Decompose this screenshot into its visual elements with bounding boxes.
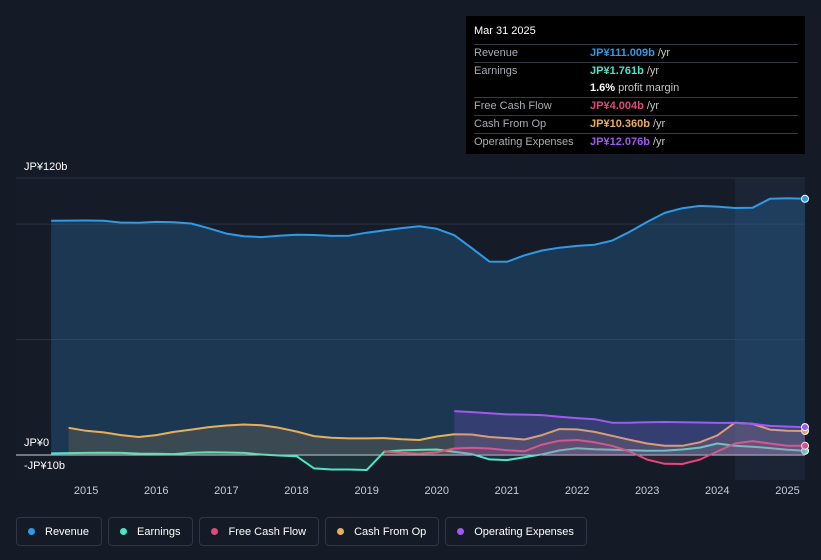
- operating-expenses-area: [454, 411, 805, 455]
- y-tick-label-top: JP¥120b: [24, 161, 68, 173]
- tooltip-row: Operating Expenses JP¥12.076b/yr: [474, 133, 798, 151]
- tooltip-row-unit: /yr: [652, 118, 666, 130]
- tooltip-row-unit: /yr: [646, 100, 660, 112]
- free-cash-flow-line: [384, 439, 805, 465]
- operating-expenses-line: [454, 410, 806, 429]
- legend-dot-icon: [211, 528, 219, 535]
- y-tick-label-bottom: -JP¥10b: [24, 460, 65, 472]
- x-tick-label: 2022: [564, 485, 590, 497]
- x-tick-label: 2025: [775, 485, 800, 497]
- tooltip-row-label: Operating Expenses: [474, 136, 574, 148]
- tooltip-row-value: JP¥4.004b: [590, 100, 644, 112]
- legend-item-revenue[interactable]: Revenue: [16, 517, 103, 546]
- cash-from-op-line: [68, 421, 806, 447]
- tooltip-rows: Revenue JP¥111.009b/yr Earnings JP¥1.761b/y…: [474, 44, 798, 151]
- data-tooltip: Mar 31 2025 Revenue JP¥111.009b/yr Earning…: [466, 16, 805, 154]
- revenue-line: [51, 197, 806, 263]
- tooltip-row: Revenue JP¥111.009b/yr: [474, 44, 798, 62]
- tooltip-row-unit: profit margin: [618, 82, 680, 94]
- earnings-line: [51, 442, 806, 471]
- x-tick-label: 2020: [424, 485, 450, 497]
- legend-item-free-cash-flow[interactable]: Free Cash Flow: [199, 517, 320, 546]
- y-tick-label-zero: JP¥0: [24, 437, 50, 449]
- x-tick-label: 2023: [634, 485, 660, 497]
- tooltip-row: Earnings JP¥1.761b/yr: [474, 62, 798, 80]
- cash-from-op-area: [68, 422, 806, 455]
- tooltip-row-label: [474, 80, 590, 97]
- revenue-area: [51, 198, 806, 456]
- tooltip-row: Cash From Op JP¥10.360b/yr: [474, 115, 798, 133]
- legend-item-operating-expenses[interactable]: Operating Expenses: [445, 517, 587, 546]
- free-cash-flow-end-point: [801, 441, 809, 450]
- x-tick-label: 2017: [214, 485, 239, 497]
- legend-dot-icon: [120, 528, 128, 535]
- plot-background: [16, 178, 805, 480]
- tooltip-row-value: JP¥10.360b: [590, 118, 650, 130]
- legend-item-cash-from-op[interactable]: Cash From Op: [325, 517, 440, 546]
- tooltip-row-value: JP¥12.076b: [590, 136, 650, 148]
- tooltip-row: 1.6% profit margin: [474, 80, 798, 97]
- tooltip-row-value: 1.6%: [590, 82, 616, 94]
- x-tick-label: 2016: [144, 485, 169, 497]
- operating-expenses-end-point: [801, 423, 809, 432]
- tooltip-row-unit: /yr: [652, 136, 666, 148]
- legend-dot-icon: [337, 528, 345, 535]
- tooltip-row-label: Cash From Op: [474, 118, 547, 130]
- legend-label: Operating Expenses: [474, 525, 574, 538]
- legend-dot-icon: [457, 528, 465, 535]
- tooltip-row-label: Revenue: [474, 47, 519, 59]
- tooltip-row-label: Free Cash Flow: [474, 100, 552, 112]
- legend-item-earnings[interactable]: Earnings: [108, 517, 194, 546]
- legend-label: Cash From Op: [354, 525, 427, 538]
- x-tick-label: 2024: [705, 485, 730, 497]
- x-tick-label: 2018: [284, 485, 309, 497]
- legend-label: Earnings: [137, 525, 181, 538]
- tooltip-row-value: JP¥111.009b: [590, 47, 655, 59]
- tooltip-row-unit: /yr: [646, 65, 660, 77]
- tooltip-row-value: JP¥1.761b: [590, 65, 644, 77]
- x-tick-label: 2015: [73, 485, 99, 497]
- chart-legend: Revenue Earnings Free Cash Flow Cash From O…: [16, 517, 587, 546]
- x-tick-label: 2021: [494, 485, 520, 497]
- x-tick-label: 2019: [354, 485, 379, 497]
- legend-label: Free Cash Flow: [228, 525, 307, 538]
- revenue-end-point: [801, 194, 809, 203]
- tooltip-row: Free Cash Flow JP¥4.004b/yr: [474, 97, 798, 115]
- tooltip-row-unit: /yr: [657, 47, 671, 59]
- legend-label: Revenue: [45, 525, 90, 538]
- tooltip-date: Mar 31 2025: [474, 25, 536, 37]
- tooltip-row-label: Earnings: [474, 65, 518, 77]
- legend-dot-icon: [28, 528, 35, 535]
- free-cash-flow-area: [384, 440, 805, 464]
